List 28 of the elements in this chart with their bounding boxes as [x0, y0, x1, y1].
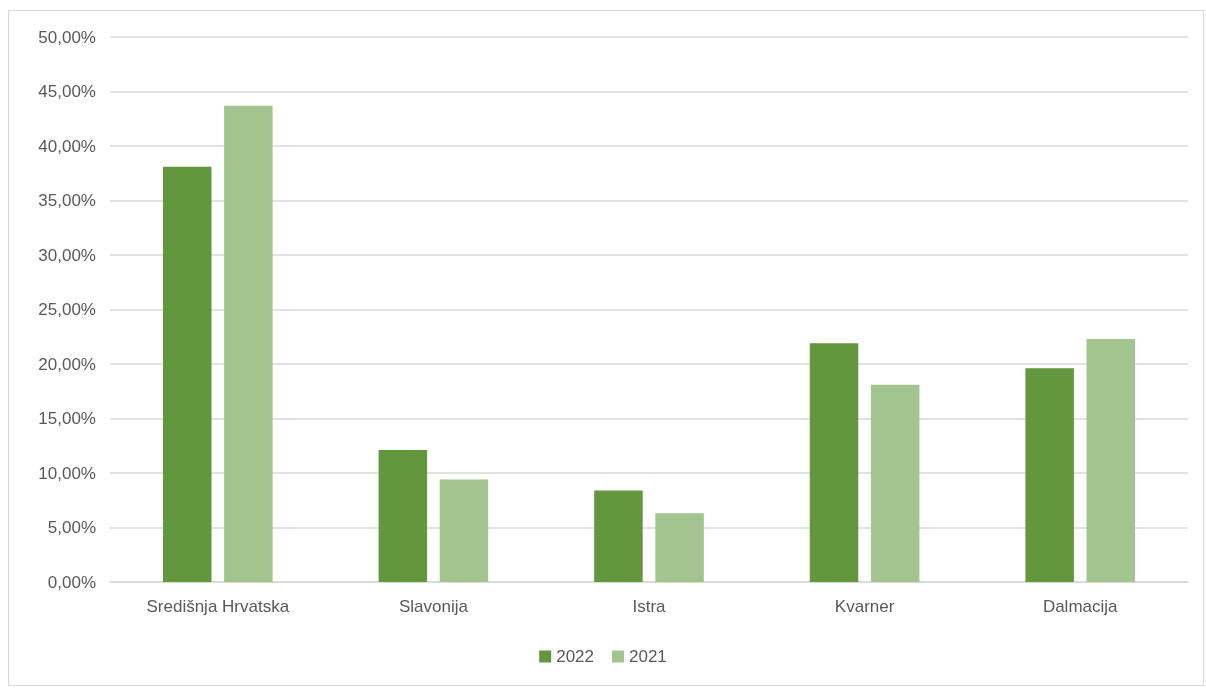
bar	[655, 513, 704, 582]
bar	[439, 479, 489, 582]
bar	[162, 166, 212, 582]
y-tick-label: 20,00%	[38, 354, 96, 374]
bar	[378, 450, 428, 582]
y-tick-label: 40,00%	[38, 136, 96, 156]
y-tick-label: 5,00%	[47, 518, 96, 537]
bar	[870, 384, 920, 582]
bar	[1025, 368, 1074, 582]
y-tick-label: 45,00%	[38, 82, 96, 101]
legend-label: 2021	[629, 647, 667, 666]
y-tick-label: 30,00%	[38, 245, 96, 265]
y-tick-label: 50,00%	[38, 27, 96, 47]
bar	[224, 105, 273, 582]
x-tick-label: Dalmacija	[1042, 597, 1119, 616]
bar	[594, 490, 643, 582]
bar	[809, 343, 859, 582]
x-tick-label: Slavonija	[398, 597, 469, 616]
y-tick-label: 35,00%	[38, 191, 96, 210]
y-tick-label: 0,00%	[47, 572, 96, 592]
bar	[1086, 338, 1136, 582]
x-tick-label: Istra	[632, 597, 667, 616]
x-tick-label: Kvarner	[834, 597, 895, 616]
y-tick-label: 10,00%	[38, 463, 96, 483]
legend-label: 2022	[556, 647, 595, 666]
x-tick-label: Središnja Hrvatska	[146, 597, 290, 616]
y-tick-label: 25,00%	[38, 300, 96, 319]
y-tick-label: 15,00%	[38, 409, 96, 428]
